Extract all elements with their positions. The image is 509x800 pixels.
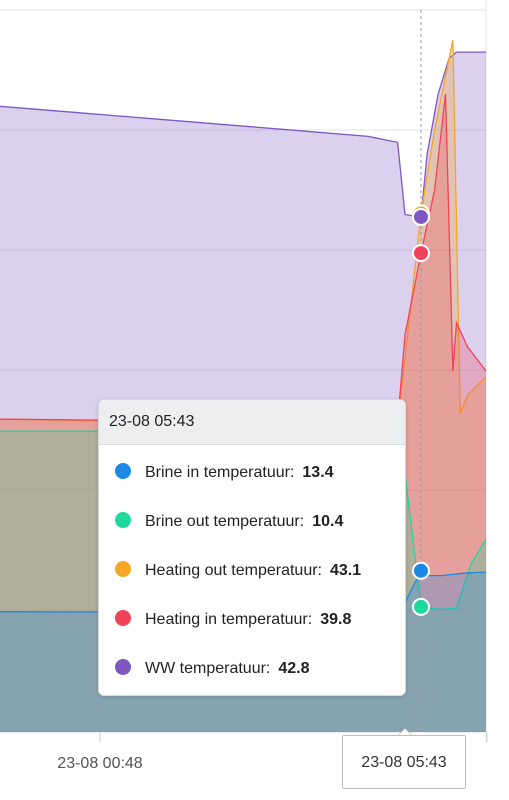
tooltip-value: 13.4: [302, 464, 334, 481]
hover-point-brine-in-temperatuur: [411, 561, 430, 580]
heating-in-dot-icon: [115, 610, 131, 626]
crosshair-label-caret: [398, 728, 412, 735]
tooltip-label: WW temperatuur:: [145, 660, 271, 677]
brine-out-dot-icon: [115, 512, 131, 528]
crosshair-x-label: 23-08 05:43: [342, 735, 466, 789]
tooltip-label: Heating out temperatuur:: [145, 562, 322, 579]
tooltip-row-heating-in: Heating in temperatuur: 39.8: [115, 608, 351, 632]
tooltip-row-heating-out: Heating out temperatuur: 43.1: [115, 559, 361, 583]
tooltip-value: 43.1: [330, 562, 362, 579]
hover-point-brine-out-temperatuur: [411, 597, 430, 616]
tooltip-time: 23-08 05:43: [99, 400, 405, 445]
heating-out-dot-icon: [115, 561, 131, 577]
tooltip-label: Heating in temperatuur:: [145, 611, 313, 628]
tooltip-label: Brine out temperatuur:: [145, 513, 305, 530]
hover-point-heating-in-temperatuur: [411, 244, 430, 263]
tooltip-label: Brine in temperatuur:: [145, 464, 295, 481]
tooltip-value: 10.4: [312, 513, 344, 530]
tooltip-value: 39.8: [320, 611, 352, 628]
hover-point-ww-temperatuur: [411, 207, 430, 226]
ww-dot-icon: [115, 659, 131, 675]
tooltip: 23-08 05:43 Brine in temperatuur: 13.4 Br…: [98, 399, 406, 696]
hover-points: [411, 204, 430, 616]
tooltip-row-ww: WW temperatuur: 42.8: [115, 657, 310, 681]
tooltip-row-brine-out: Brine out temperatuur: 10.4: [115, 510, 343, 534]
tooltip-row-brine-in: Brine in temperatuur: 13.4: [115, 461, 334, 485]
tooltip-value: 42.8: [278, 660, 310, 677]
x-axis: 23-08 00:48: [57, 755, 143, 772]
x-tick-label-0048: 23-08 00:48: [57, 755, 143, 772]
brine-in-dot-icon: [115, 463, 131, 479]
